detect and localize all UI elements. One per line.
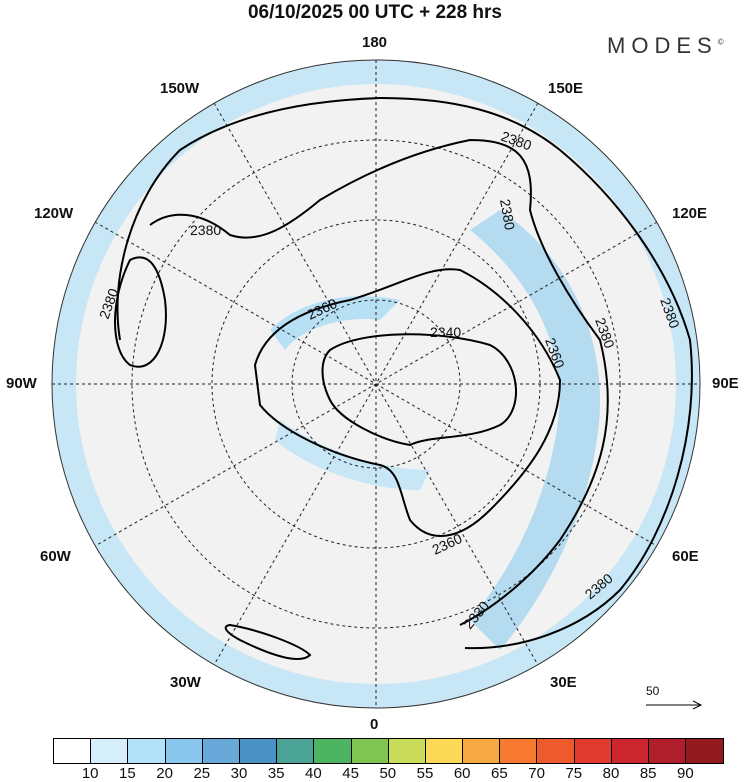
colorbar-label: 70: [528, 765, 545, 782]
colorbar-swatch: [277, 739, 315, 763]
lon-label-30w: 30W: [170, 674, 201, 691]
lon-label-150e: 150E: [548, 80, 584, 97]
colorbar-label: 90: [677, 765, 694, 782]
colorbar-label: 65: [491, 765, 508, 782]
colorbar-label: 80: [602, 765, 620, 782]
colorbar-label: 40: [305, 765, 322, 782]
jet-band: [470, 210, 600, 650]
contours: [114, 96, 693, 660]
colorbar-swatch: [91, 739, 129, 763]
contour-2380-inner: [149, 138, 609, 626]
logo-mark: ©: [717, 37, 724, 47]
lon-label-120w: 120W: [34, 205, 74, 222]
lon-label-0: 0: [370, 716, 379, 733]
colorbar-swatch: [611, 739, 649, 763]
colorbar-swatch: [388, 739, 426, 763]
colorbar-label: 10: [81, 765, 99, 782]
colorbar-label: 45: [342, 765, 359, 782]
colorbar-swatch: [537, 739, 575, 763]
colorbar: [53, 738, 725, 764]
colorbar-label: 25: [193, 765, 211, 782]
lon-label-30e: 30E: [550, 674, 577, 691]
contour-2380-outer: [116, 96, 693, 650]
colorbar-swatch: [128, 739, 166, 763]
contour-label: 2380: [190, 222, 221, 238]
colorbar-swatch: [351, 739, 389, 763]
contour-label: 2340: [430, 324, 461, 340]
lon-label-150w: 150W: [160, 80, 200, 97]
colorbar-label: 50: [379, 765, 397, 782]
colorbar-swatch: [425, 739, 464, 763]
colorbar-label: 15: [119, 765, 136, 782]
colorbar-label: 75: [565, 765, 583, 782]
colorbar-label: 55: [416, 765, 434, 782]
wind-reference-label: 50: [646, 684, 660, 698]
colorbar-label: 35: [267, 765, 285, 782]
colorbar-label: 30: [230, 765, 248, 782]
colorbar-swatch: [314, 739, 352, 763]
lon-label-60e: 60E: [672, 548, 699, 565]
lon-label-120e: 120E: [672, 205, 708, 222]
contour-2380-left: [114, 256, 167, 368]
colorbar-swatch: [239, 739, 278, 763]
contour-2360: [253, 268, 562, 537]
logo-text: MODES: [607, 33, 718, 58]
colorbar-swatch: [165, 739, 203, 763]
graticule: [52, 60, 700, 708]
lon-label-90e: 90E: [712, 375, 739, 392]
lon-label-90w: 90W: [6, 375, 37, 392]
colorbar-label: 20: [156, 765, 173, 782]
jet-band-2: [270, 296, 400, 350]
lon-label-180: 180: [362, 34, 388, 51]
map-title: 06/10/2025 00 UTC + 228 hrs: [247, 2, 503, 23]
colorbar-label: 60: [453, 765, 471, 782]
colorbar-swatch: [574, 739, 612, 763]
colorbar-swatch: [54, 739, 92, 763]
colorbar-swatch: [202, 739, 240, 763]
contour-2380-small: [224, 623, 312, 660]
colorbar-swatch: [686, 739, 724, 763]
contour-2340: [321, 333, 517, 447]
lon-label-60w: 60W: [40, 548, 71, 565]
wind-reference-arrow-icon: [646, 700, 703, 710]
colorbar-label: 85: [639, 765, 657, 782]
contour-label: 2380: [497, 198, 518, 232]
modes-logo: MODES©: [607, 33, 724, 59]
colorbar-swatch: [500, 739, 538, 763]
colorbar-swatch: [463, 739, 501, 763]
colorbar-swatch: [649, 739, 687, 763]
polar-map: 2380 2380 2380 2380 2380 2380 2380 2380 …: [51, 59, 701, 709]
